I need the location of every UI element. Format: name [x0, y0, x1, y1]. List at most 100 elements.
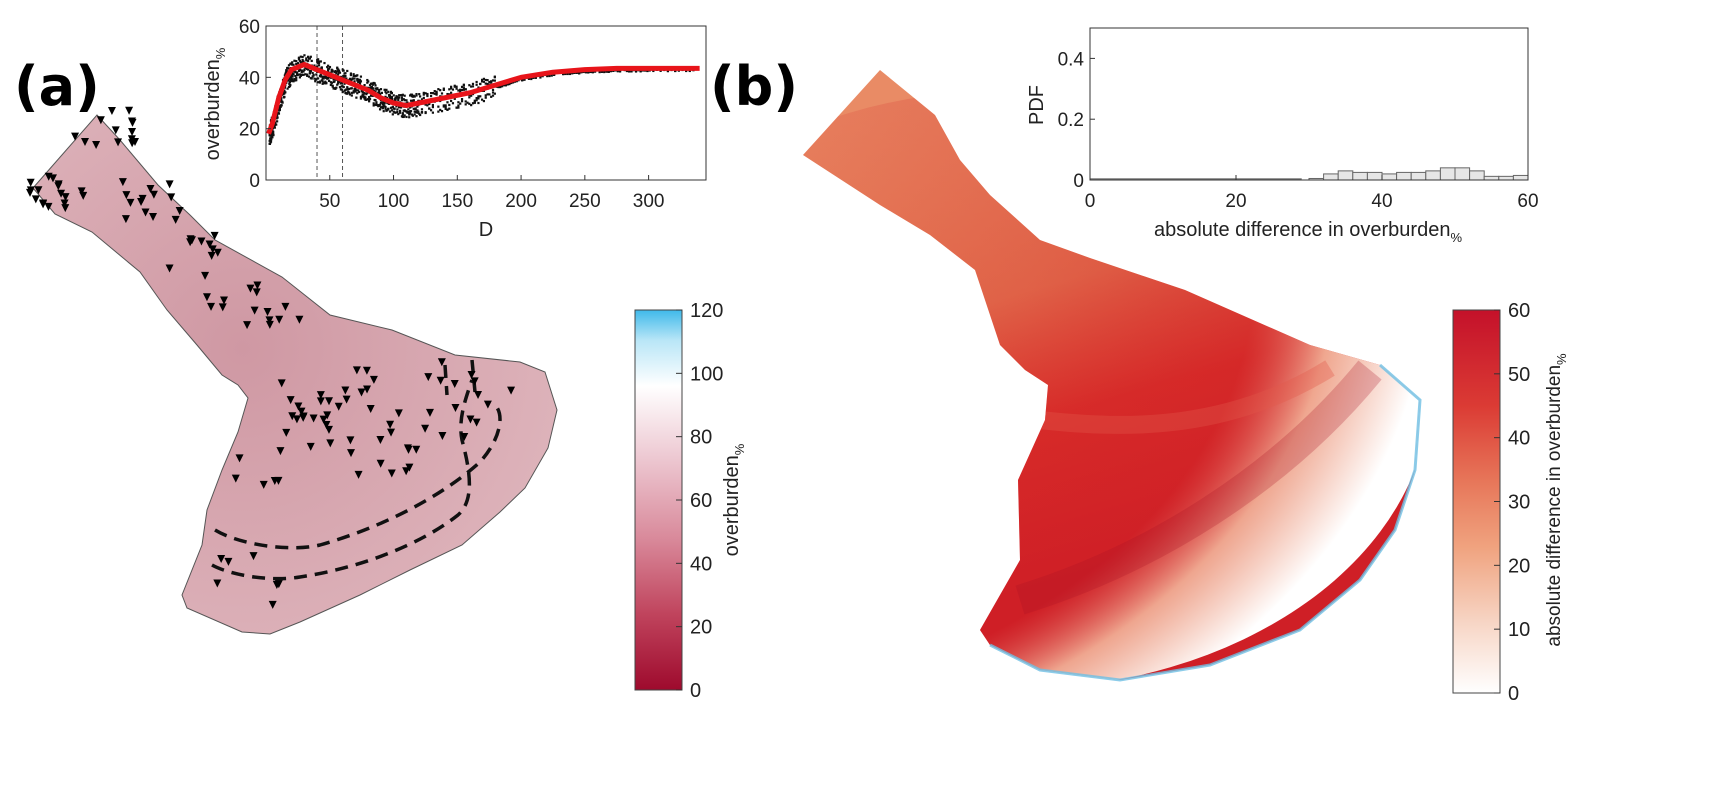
- scatter-point: [364, 96, 367, 99]
- scatter-point: [365, 98, 368, 102]
- scatter-point: [426, 94, 429, 98]
- scatter-point: [401, 93, 404, 96]
- station-marker: [451, 404, 460, 413]
- scatter-point: [292, 63, 295, 66]
- station-marker: [263, 308, 272, 317]
- scatter-point: [378, 90, 381, 94]
- station-marker: [288, 412, 297, 421]
- scatter-point: [298, 68, 301, 71]
- scatter-point: [316, 65, 319, 68]
- scatter-point: [646, 69, 649, 73]
- scatter-point: [473, 101, 476, 104]
- scatter-point: [396, 95, 399, 98]
- scatter-point: [374, 90, 377, 93]
- station-marker: [207, 302, 216, 311]
- scatter-point: [450, 99, 453, 103]
- scatter-point: [446, 92, 449, 96]
- scatter-point: [477, 97, 480, 100]
- station-marker: [79, 191, 88, 200]
- scatter-point: [546, 75, 549, 78]
- scatter-point: [433, 90, 436, 93]
- scatter-point: [440, 110, 444, 113]
- station-marker: [294, 402, 303, 411]
- scatter-point: [368, 84, 372, 87]
- scatter-point: [359, 80, 363, 83]
- scatter-point: [319, 75, 322, 78]
- scatter-point: [383, 101, 386, 104]
- inset-b-ylabel: PDF: [1026, 85, 1048, 125]
- inset-a-ytick-label: 0: [249, 171, 260, 192]
- scatter-point: [399, 111, 402, 114]
- scatter-point: [295, 76, 298, 79]
- scatter-point: [390, 109, 394, 112]
- scatter-point: [321, 75, 324, 78]
- scatter-point: [470, 85, 473, 88]
- scatter-point: [366, 78, 369, 82]
- inset-a-xtick-label: 250: [569, 191, 601, 212]
- scatter-point: [605, 70, 608, 73]
- scatter-point: [297, 56, 301, 59]
- station-marker: [213, 248, 222, 257]
- station-marker: [128, 139, 137, 148]
- inset-a-xtick-label: 300: [633, 191, 665, 212]
- scatter-point: [616, 70, 619, 73]
- station-marker: [235, 454, 244, 463]
- station-marker: [118, 178, 127, 187]
- scatter-point: [468, 96, 471, 99]
- station-marker: [354, 470, 363, 479]
- scatter-point: [347, 87, 351, 90]
- inset-b-xlabel-sub: %: [1450, 230, 1462, 245]
- scatter-point: [511, 81, 515, 84]
- histogram-bar: [1352, 171, 1368, 181]
- scatter-point: [422, 91, 425, 94]
- inset-a-mean-line: [266, 62, 700, 135]
- scatter-point: [578, 72, 581, 75]
- scatter-point: [326, 65, 329, 69]
- scatter-point: [394, 111, 397, 114]
- panel-a-region: [32, 114, 558, 635]
- scatter-point: [358, 78, 362, 81]
- scatter-point: [366, 91, 369, 94]
- scatter-point: [291, 75, 294, 78]
- station-marker: [450, 379, 459, 388]
- station-marker: [165, 180, 174, 189]
- scatter-point: [385, 88, 388, 91]
- scatter-point: [287, 67, 290, 70]
- colorbar-b-ticks: 0 10 20 30 40 50 60: [1494, 300, 1530, 705]
- scatter-point: [488, 80, 491, 84]
- station-marker: [26, 186, 35, 195]
- scatter-point: [491, 94, 495, 97]
- station-marker: [57, 189, 66, 198]
- inset-b-xtick-label: 20: [1225, 191, 1246, 212]
- scatter-point: [406, 101, 409, 104]
- scatter-point: [381, 105, 384, 108]
- scatter-point: [321, 80, 324, 83]
- scatter-point: [337, 80, 341, 83]
- scatter-point: [539, 76, 542, 79]
- scatter-point: [450, 91, 453, 94]
- panel-b-inner-band: [1039, 360, 1335, 434]
- scatter-point: [398, 96, 401, 99]
- scatter-point: [371, 87, 374, 90]
- scatter-point: [358, 82, 362, 85]
- scatter-point: [384, 107, 387, 110]
- scatter-point: [370, 82, 373, 85]
- inset-a-data: [266, 26, 700, 180]
- colorbar-a-label: overburden%: [721, 443, 747, 556]
- station-marker: [402, 467, 411, 476]
- scatter-point: [382, 110, 385, 113]
- scatter-point: [379, 106, 383, 109]
- scatter-point: [420, 111, 424, 114]
- scatter-point: [356, 74, 359, 77]
- inset-a-xtick-label: 200: [505, 191, 537, 212]
- colorbar-b-tick-label: 20: [1508, 555, 1530, 577]
- scatter-point: [305, 57, 308, 60]
- scatter-point: [391, 105, 394, 109]
- scatter-point: [311, 71, 314, 75]
- scatter-point: [403, 99, 406, 102]
- panel-a-station-markers: [26, 106, 516, 609]
- scatter-point: [350, 91, 353, 94]
- scatter-point: [397, 112, 400, 116]
- scatter-point: [313, 77, 316, 80]
- station-marker: [387, 469, 396, 478]
